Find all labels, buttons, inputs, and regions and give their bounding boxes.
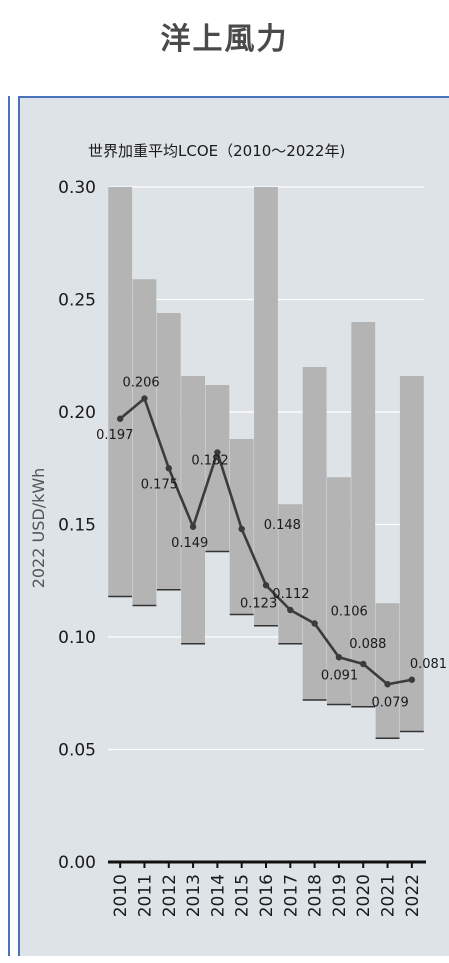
x-tick-label: 2021 bbox=[379, 874, 399, 917]
y-tick-label: 0.00 bbox=[58, 853, 96, 873]
data-point-2021 bbox=[384, 681, 391, 688]
y-tick-label: 0.25 bbox=[58, 291, 96, 311]
x-tick-label: 2012 bbox=[160, 874, 180, 917]
axes: 0.00 0.05 0.10 0.15 0.20 0.25 0.30 2010 2011 2012… bbox=[58, 178, 426, 917]
x-tick-label: 2010 bbox=[111, 874, 131, 917]
data-label-2011: 0.206 bbox=[122, 376, 159, 391]
range-bar-2014 bbox=[205, 385, 230, 552]
data-label-2019: 0.091 bbox=[321, 668, 358, 683]
range-bars bbox=[108, 187, 424, 739]
y-tick-label: 0.05 bbox=[58, 741, 96, 761]
x-tick-label: 2019 bbox=[330, 874, 350, 917]
y-tick-label: 0.15 bbox=[58, 516, 96, 536]
lcoe-line-series bbox=[116, 395, 416, 688]
range-bar-2022 bbox=[399, 376, 424, 732]
range-bar-2018 bbox=[302, 367, 327, 700]
data-label-2015: 0.148 bbox=[264, 518, 301, 533]
data-point-2010 bbox=[116, 415, 124, 422]
x-tick-label: 2015 bbox=[233, 874, 253, 917]
data-point-2012 bbox=[165, 465, 172, 472]
x-tick-label: 2013 bbox=[184, 874, 204, 917]
range-bar-2017 bbox=[278, 504, 303, 644]
x-tick-label: 2016 bbox=[257, 874, 277, 917]
data-point-2020 bbox=[360, 660, 367, 668]
data-label-2016: 0.123 bbox=[240, 596, 277, 611]
data-point-2018 bbox=[311, 620, 318, 627]
range-bar-2010 bbox=[108, 187, 133, 597]
data-point-2019 bbox=[335, 654, 343, 661]
y-tick-label: 0.30 bbox=[58, 178, 96, 198]
y-tick-label: 0.20 bbox=[58, 403, 96, 423]
data-point-2017 bbox=[287, 606, 294, 614]
data-labels: 0.197 0.206 0.175 0.149 0.182 0.148 0.1230.112… bbox=[96, 376, 447, 711]
data-point-2014 bbox=[214, 449, 221, 456]
data-label-2020: 0.088 bbox=[349, 637, 386, 652]
x-tick-label: 2011 bbox=[135, 874, 155, 917]
x-tick-label: 2020 bbox=[354, 874, 374, 917]
data-point-2013 bbox=[189, 523, 197, 530]
data-point-2016 bbox=[262, 582, 270, 589]
page-title: 洋上風力 bbox=[160, 22, 289, 57]
y-axis-label: 2022 USD/kWh bbox=[29, 468, 48, 589]
data-point-2022 bbox=[408, 676, 416, 683]
range-bar-2021 bbox=[375, 603, 400, 739]
data-label-2010: 0.197 bbox=[96, 428, 133, 443]
range-bar-2020 bbox=[351, 322, 376, 707]
x-tick-label: 2022 bbox=[403, 874, 423, 917]
data-point-2015 bbox=[238, 525, 245, 533]
range-bar-2011 bbox=[132, 279, 157, 606]
left-panel-border bbox=[8, 96, 10, 956]
data-label-2017: 0.112 bbox=[272, 587, 309, 602]
y-tick-label: 0.10 bbox=[58, 628, 96, 648]
range-bar-2016 bbox=[254, 187, 278, 626]
range-bar-2013 bbox=[181, 376, 205, 644]
data-label-2022: 0.081 bbox=[410, 657, 447, 672]
data-label-2012: 0.175 bbox=[141, 477, 178, 492]
data-label-2013: 0.149 bbox=[171, 536, 208, 551]
x-tick-label: 2018 bbox=[306, 874, 326, 917]
x-tick-label: 2017 bbox=[281, 874, 301, 917]
range-bar-2012 bbox=[156, 313, 181, 590]
data-label-2021: 0.079 bbox=[372, 695, 409, 710]
data-point-2011 bbox=[141, 395, 148, 402]
data-label-2014: 0.182 bbox=[191, 454, 228, 469]
data-label-2018: 0.106 bbox=[331, 605, 368, 620]
chart-title: 世界加重平均LCOE（2010〜2022年) bbox=[88, 142, 345, 160]
x-tick-label: 2014 bbox=[208, 874, 228, 917]
